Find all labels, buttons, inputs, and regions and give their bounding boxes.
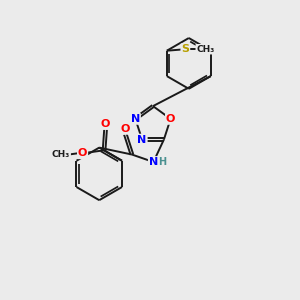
Text: S: S [182,44,189,54]
Text: H: H [158,157,166,167]
Text: N: N [131,114,140,124]
Text: N: N [149,157,158,167]
Text: O: O [101,119,110,129]
Text: CH₃: CH₃ [52,150,70,159]
Text: O: O [121,124,130,134]
Text: O: O [78,148,87,158]
Text: CH₃: CH₃ [196,45,214,54]
Text: N: N [137,135,147,145]
Text: O: O [166,114,175,124]
